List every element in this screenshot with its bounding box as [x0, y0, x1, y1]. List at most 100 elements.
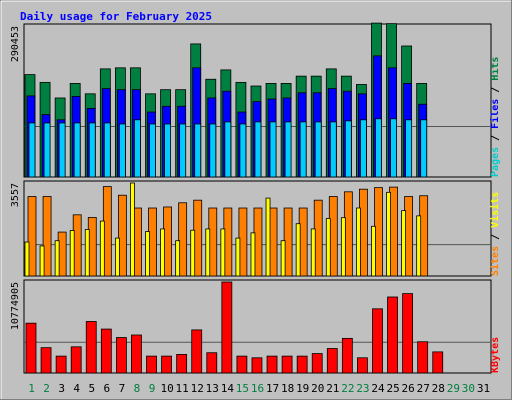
x-tick-label: 18 [281, 382, 294, 395]
bar-kbytes [40, 347, 52, 374]
bar-pages [88, 122, 96, 178]
bar-visits [401, 210, 407, 277]
bar-pages [405, 119, 413, 178]
bar-kbytes [100, 328, 112, 374]
legend-part: / [490, 129, 501, 147]
bar-pages [103, 122, 111, 178]
x-tick-label: 30 [462, 382, 475, 395]
bar-pages [194, 123, 202, 178]
legend-part: Hits [489, 57, 501, 81]
bar-pages [73, 122, 81, 178]
bar-kbytes [70, 346, 82, 374]
series-pages [28, 118, 428, 178]
right-legend-label: Pages / Files / Hits [489, 57, 501, 177]
bar-kbytes [311, 353, 323, 374]
x-tick-label: 11 [176, 382, 189, 395]
legend-part: / [490, 81, 501, 99]
x-tick-label: 24 [371, 382, 385, 395]
bar-visits [145, 231, 150, 277]
x-tick-label: 28 [432, 382, 445, 395]
bar-visits [386, 191, 391, 277]
chart-panels: 290453 Pages / Files / Hits 3557 Sites / Vi… [10, 22, 501, 374]
bar-kbytes [25, 322, 37, 374]
bar-pages [239, 123, 247, 178]
bar-visits [114, 237, 120, 277]
x-tick-label: 27 [417, 382, 430, 395]
bar-pages [58, 122, 66, 178]
x-tick-label: 6 [104, 382, 111, 395]
x-tick-label: 8 [134, 382, 141, 395]
bar-kbytes [266, 355, 278, 374]
bar-visits [190, 229, 196, 277]
x-tick-label: 20 [311, 382, 324, 395]
bar-visits [310, 228, 316, 277]
legend-part: KBytes [490, 337, 501, 373]
bar-pages [390, 118, 397, 178]
x-tick-label: 14 [221, 382, 235, 395]
legend-part: Pages [490, 147, 501, 177]
bar-visits [175, 240, 181, 277]
series-kbytes [25, 281, 444, 374]
bar-pages [299, 121, 307, 178]
bar-kbytes [326, 348, 338, 374]
x-tick-label: 5 [88, 382, 95, 395]
y-max-label: 10774905 [10, 282, 21, 330]
panel-hits-files-pages: 290453 Pages / Files / Hits [10, 22, 501, 178]
x-tick-label: 13 [206, 382, 219, 395]
bar-pages [344, 120, 352, 178]
bar-kbytes [402, 293, 414, 374]
bar-visits [39, 245, 45, 277]
right-legend-label: Sites / Visits [489, 192, 501, 276]
bar-kbytes [296, 355, 308, 374]
panel-kbytes: 10774905 KBytes [10, 279, 501, 374]
bar-pages [134, 119, 141, 178]
legend-part: Visits [489, 192, 501, 228]
bar-pages [118, 123, 126, 178]
x-tick-label: 21 [326, 382, 339, 395]
bar-pages [254, 121, 262, 178]
bar-kbytes [372, 308, 383, 374]
bar-kbytes [55, 355, 67, 374]
x-tick-label: 26 [402, 382, 415, 395]
bar-kbytes [417, 341, 429, 374]
bar-visits [295, 223, 301, 277]
legend-part: Files [489, 99, 501, 129]
bar-sites [117, 194, 127, 277]
x-axis-day-labels: 1 2 3 4 5 6 7 8 9 10 11 12 13 14 15 16 17 18 19 20 21 22 23 24 2… [28, 382, 490, 395]
chart-title: Daily usage for February 2025 [20, 10, 212, 23]
bar-pages [329, 121, 337, 178]
bar-sites [27, 196, 37, 277]
x-tick-label: 19 [296, 382, 309, 395]
bar-visits [356, 207, 361, 277]
bar-visits [235, 237, 241, 277]
bar-pages [164, 123, 171, 178]
x-tick-label: 4 [73, 382, 80, 395]
bar-kbytes [146, 355, 157, 374]
x-tick-label: 1 [28, 382, 35, 395]
series-visits [24, 182, 422, 277]
bar-pages [179, 123, 187, 178]
bar-visits [250, 232, 256, 277]
bar-sites [178, 202, 188, 277]
bar-visits [340, 217, 346, 277]
x-tick-label: 29 [447, 382, 460, 395]
bar-visits [416, 215, 422, 277]
bar-kbytes [221, 281, 233, 374]
x-tick-label: 16 [251, 382, 264, 395]
bar-visits [205, 228, 211, 277]
bar-pages [43, 122, 51, 178]
bar-kbytes [206, 352, 218, 374]
panel-visits-sites: 3557 Sites / Visits [10, 180, 501, 277]
x-tick-label: 25 [386, 382, 399, 395]
bar-pages [209, 123, 217, 178]
bar-visits [69, 230, 75, 277]
bar-kbytes [85, 321, 97, 374]
bar-visits [99, 220, 105, 277]
right-legend-label: KBytes [490, 337, 501, 373]
bar-pages [149, 123, 156, 178]
bar-kbytes [357, 357, 368, 374]
bar-pages [284, 121, 292, 178]
bar-pages [28, 122, 36, 178]
bar-kbytes [176, 354, 188, 374]
